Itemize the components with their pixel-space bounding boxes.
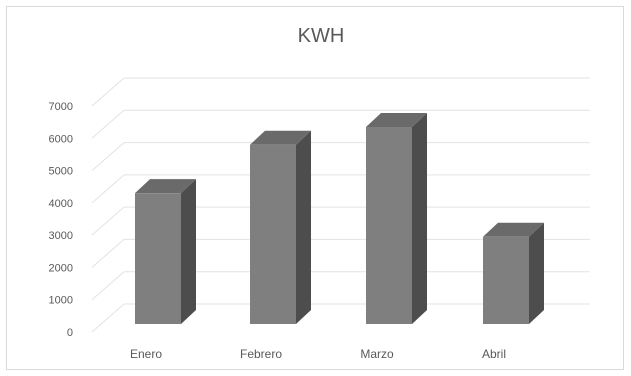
bar xyxy=(366,112,427,324)
y-tick-label: 6000 xyxy=(49,133,73,145)
category-label: Febrero xyxy=(240,347,282,361)
y-tick-label: 5000 xyxy=(49,166,73,178)
y-tick-label: 3000 xyxy=(49,230,73,242)
y-axis-ticks: 0 1000 2000 3000 4000 5000 6000 7000 xyxy=(49,101,73,339)
bar-side xyxy=(181,179,196,324)
gridline-side xyxy=(91,174,125,204)
gridline-side xyxy=(91,303,125,333)
bar xyxy=(483,222,544,324)
bar-top xyxy=(250,130,311,145)
bar-front xyxy=(483,236,529,324)
y-tick-label: 0 xyxy=(67,327,73,339)
x-axis-categories: Enero Febrero Marzo Abril xyxy=(130,347,506,361)
y-tick-label: 7000 xyxy=(49,101,73,113)
gridline-side xyxy=(91,239,125,268)
category-label: Abril xyxy=(482,347,506,361)
bar xyxy=(250,130,311,324)
gridline-side xyxy=(91,109,125,139)
bars xyxy=(135,112,544,324)
bar xyxy=(135,179,196,324)
gridline-side xyxy=(91,77,125,107)
bar-side xyxy=(296,130,311,324)
category-label: Enero xyxy=(130,347,162,361)
bar-front xyxy=(366,126,412,324)
bar-side xyxy=(412,112,427,324)
y-tick-label: 1000 xyxy=(49,295,73,307)
gridline-side xyxy=(91,206,125,236)
gridline-side xyxy=(91,142,125,171)
bar-top xyxy=(366,112,427,127)
bar-top xyxy=(135,179,196,194)
y-tick-label: 2000 xyxy=(49,262,73,274)
bar-front xyxy=(250,144,296,324)
bar-side xyxy=(529,222,544,324)
chart-title: KWH xyxy=(298,25,345,47)
y-tick-label: 4000 xyxy=(49,198,73,210)
category-label: Marzo xyxy=(360,347,394,361)
bar-front xyxy=(135,193,181,324)
gridline-side xyxy=(91,271,125,301)
bar-top xyxy=(483,222,544,237)
